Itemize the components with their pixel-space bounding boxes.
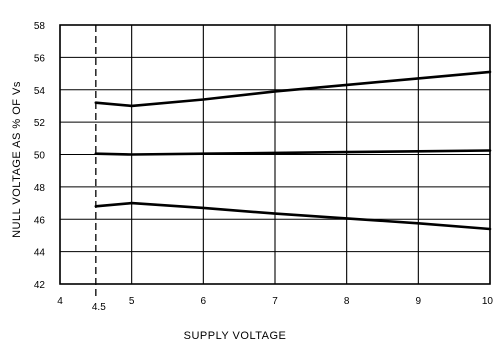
y-tick-label: 58 [34, 21, 46, 32]
x-tick-label: 5 [129, 296, 135, 307]
x-tick-label: 7 [272, 296, 278, 307]
series-line-3 [94, 201, 492, 231]
y-tick-label: 48 [34, 183, 46, 194]
y-tick-label: 44 [34, 248, 46, 259]
series-line-2 [94, 149, 492, 156]
y-tick-label: 50 [34, 151, 46, 162]
y-tick-label: 46 [34, 215, 46, 226]
x-axis-label: SUPPLY VOLTAGE [184, 330, 287, 342]
x-tick-labels: 4 5 6 7 8 9 10 [57, 296, 493, 307]
y-tick-labels: 42 44 46 48 50 52 54 56 58 [34, 21, 46, 291]
reference-line-group: 4.5 [92, 25, 106, 313]
plot-frame [59, 24, 491, 285]
x-tick-label: 6 [201, 296, 207, 307]
x-tick-label: 8 [344, 296, 350, 307]
series-group [94, 70, 492, 231]
y-tick-label: 54 [34, 86, 46, 97]
reference-line-label: 4.5 [92, 302, 106, 313]
x-tick-label: 9 [416, 296, 422, 307]
y-tick-label: 52 [34, 118, 46, 129]
y-tick-label: 42 [34, 280, 46, 291]
series-line-1 [94, 70, 492, 108]
grid-lines [59, 24, 491, 285]
y-tick-label: 56 [34, 53, 46, 64]
x-tick-label: 4 [57, 296, 63, 307]
y-axis-label: NULL VOLTAGE AS % OF Vs [11, 81, 23, 238]
x-tick-label: 10 [482, 296, 494, 307]
